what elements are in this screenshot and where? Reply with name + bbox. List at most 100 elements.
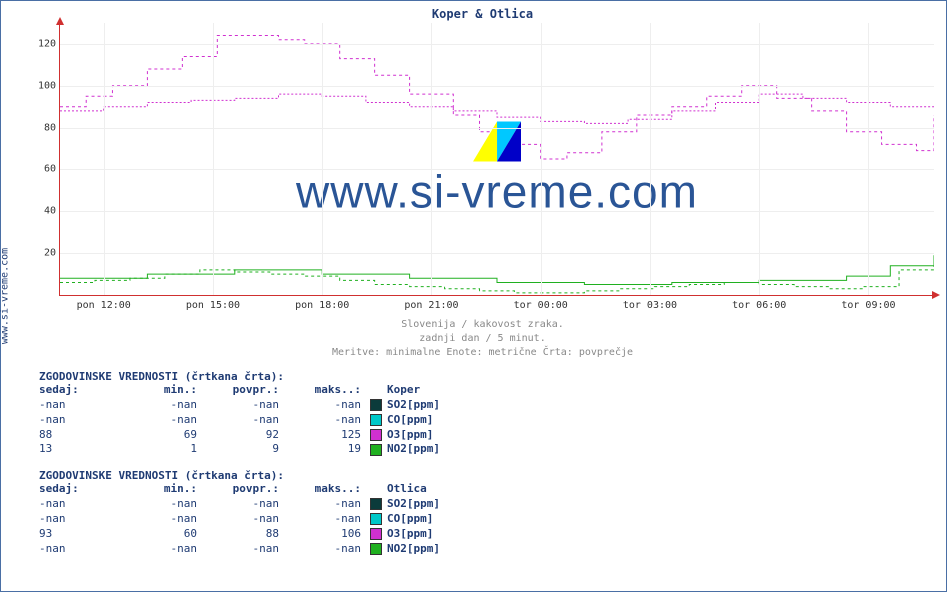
series-label: NO2[ppm] — [385, 442, 440, 457]
gridline-v — [104, 23, 105, 295]
caption-line: Meritve: minimalne Enote: metrične Črta:… — [31, 346, 934, 360]
table-header-cell: min.: — [121, 482, 203, 497]
table-row: -nan-nan-nan-nanCO[ppm] — [39, 512, 934, 527]
gridline-h — [60, 211, 934, 212]
table-cell: -nan — [121, 398, 203, 413]
swatch-cell — [367, 497, 385, 512]
series-line — [60, 257, 934, 293]
table-title: ZGODOVINSKE VREDNOSTI (črtkana črta): — [39, 469, 934, 482]
color-swatch-icon — [370, 444, 382, 456]
caption-line: Slovenija / kakovost zraka. — [31, 318, 934, 332]
table-cell: -nan — [285, 413, 367, 428]
station-name: Otlica — [385, 482, 427, 497]
y-tick-label: 60 — [32, 164, 56, 175]
table-cell: -nan — [285, 398, 367, 413]
plot-area: www.si-vreme.com 20406080100120pon 12:00… — [59, 23, 934, 296]
table-header-cell: min.: — [121, 383, 203, 398]
table-cell: -nan — [121, 512, 203, 527]
y-axis-label: www.si-vreme.com — [0, 248, 11, 344]
x-tick-label: tor 00:00 — [514, 300, 568, 311]
series-label: O3[ppm] — [385, 428, 433, 443]
station-table: ZGODOVINSKE VREDNOSTI (črtkana črta):sed… — [39, 370, 934, 457]
table-cell: -nan — [39, 542, 121, 557]
color-swatch-icon — [370, 414, 382, 426]
table-cell: 1 — [121, 442, 203, 457]
table-cell: -nan — [285, 512, 367, 527]
data-tables: ZGODOVINSKE VREDNOSTI (črtkana črta):sed… — [39, 370, 934, 556]
table-cell: 93 — [39, 527, 121, 542]
swatch-cell — [367, 413, 385, 428]
table-cell: -nan — [203, 512, 285, 527]
gridline-v — [322, 23, 323, 295]
table-cell: 60 — [121, 527, 203, 542]
color-swatch-icon — [370, 399, 382, 411]
station-name: Koper — [385, 383, 420, 398]
table-cell: -nan — [121, 542, 203, 557]
series-line — [60, 94, 934, 123]
table-cell: 19 — [285, 442, 367, 457]
station-table: ZGODOVINSKE VREDNOSTI (črtkana črta):sed… — [39, 469, 934, 556]
table-cell: 13 — [39, 442, 121, 457]
chart-title: Koper & Otlica — [31, 7, 934, 21]
gridline-h — [60, 169, 934, 170]
color-swatch-icon — [370, 513, 382, 525]
table-cell: -nan — [203, 398, 285, 413]
table-cell: 106 — [285, 527, 367, 542]
table-row: -nan-nan-nan-nanSO2[ppm] — [39, 497, 934, 512]
table-cell: 125 — [285, 428, 367, 443]
chart-frame: www.si-vreme.com Koper & Otlica www.si-v… — [0, 0, 947, 592]
x-tick-label: pon 12:00 — [77, 300, 131, 311]
swatch-cell — [367, 442, 385, 457]
gridline-v — [650, 23, 651, 295]
color-swatch-icon — [370, 429, 382, 441]
y-tick-label: 120 — [32, 38, 56, 49]
x-tick-label: tor 03:00 — [623, 300, 677, 311]
x-tick-label: pon 21:00 — [404, 300, 458, 311]
series-label: SO2[ppm] — [385, 497, 440, 512]
caption-line: zadnji dan / 5 minut. — [31, 332, 934, 346]
table-row: -nan-nan-nan-nanNO2[ppm] — [39, 542, 934, 557]
x-tick-label: tor 09:00 — [841, 300, 895, 311]
x-tick-label: tor 06:00 — [732, 300, 786, 311]
table-header-swatch-gap — [367, 482, 385, 497]
gridline-h — [60, 128, 934, 129]
gridline-h — [60, 253, 934, 254]
gridline-h — [60, 44, 934, 45]
gridline-v — [541, 23, 542, 295]
table-cell: 69 — [121, 428, 203, 443]
table-cell: -nan — [285, 497, 367, 512]
series-label: CO[ppm] — [385, 413, 433, 428]
table-header-cell: povpr.: — [203, 482, 285, 497]
series-label: SO2[ppm] — [385, 398, 440, 413]
table-cell: -nan — [39, 413, 121, 428]
series-label: NO2[ppm] — [385, 542, 440, 557]
table-header-cell: maks..: — [285, 383, 367, 398]
table-cell: 9 — [203, 442, 285, 457]
table-cell: -nan — [203, 497, 285, 512]
table-header-cell: povpr.: — [203, 383, 285, 398]
table-cell: 88 — [39, 428, 121, 443]
table-cell: -nan — [203, 542, 285, 557]
gridline-v — [868, 23, 869, 295]
table-row: 131919NO2[ppm] — [39, 442, 934, 457]
table-cell: -nan — [39, 398, 121, 413]
swatch-cell — [367, 398, 385, 413]
table-row: 936088106O3[ppm] — [39, 527, 934, 542]
table-header-cell: maks..: — [285, 482, 367, 497]
gridline-v — [759, 23, 760, 295]
gridline-v — [431, 23, 432, 295]
table-cell: -nan — [285, 542, 367, 557]
y-tick-label: 100 — [32, 80, 56, 91]
chart-caption: Slovenija / kakovost zraka.zadnji dan / … — [31, 318, 934, 360]
table-row: -nan-nan-nan-nanSO2[ppm] — [39, 398, 934, 413]
color-swatch-icon — [370, 498, 382, 510]
swatch-cell — [367, 542, 385, 557]
table-title: ZGODOVINSKE VREDNOSTI (črtkana črta): — [39, 370, 934, 383]
x-tick-label: pon 18:00 — [295, 300, 349, 311]
swatch-cell — [367, 512, 385, 527]
swatch-cell — [367, 428, 385, 443]
table-cell: -nan — [121, 413, 203, 428]
table-row: -nan-nan-nan-nanCO[ppm] — [39, 413, 934, 428]
series-line — [60, 255, 934, 284]
table-cell: -nan — [203, 413, 285, 428]
